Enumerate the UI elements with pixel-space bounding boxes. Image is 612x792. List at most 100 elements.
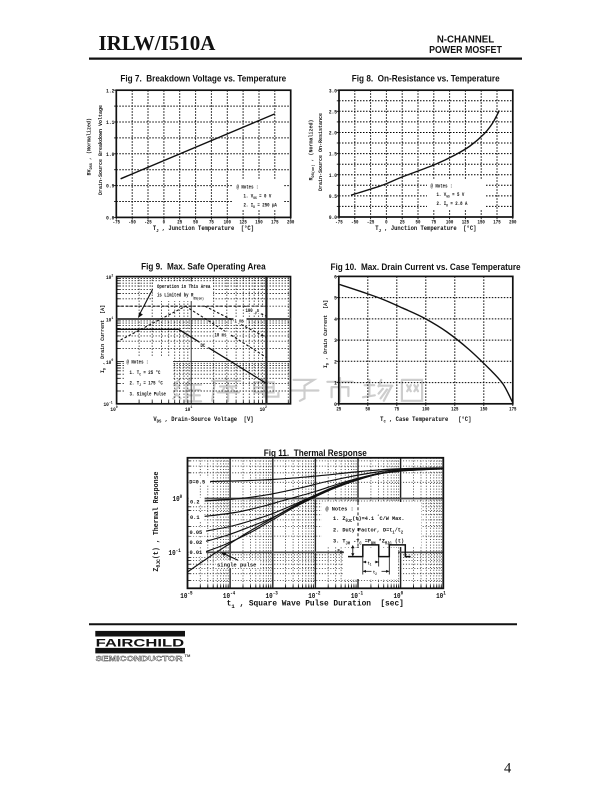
svg-text:Fig 9. Max. Safe Operating Ar: Fig 9. Max. Safe Operating Area bbox=[141, 261, 266, 272]
svg-text:75: 75 bbox=[209, 219, 214, 226]
svg-text:ZθJC(t) , Thermal Response: ZθJC(t) , Thermal Response bbox=[153, 471, 162, 571]
svg-text:0: 0 bbox=[385, 219, 388, 226]
svg-text:125: 125 bbox=[239, 219, 247, 226]
svg-text:0: 0 bbox=[334, 402, 337, 409]
svg-text:200: 200 bbox=[287, 219, 295, 226]
svg-text:100: 100 bbox=[393, 590, 403, 600]
svg-text:@ Notes :: @ Notes : bbox=[237, 184, 259, 191]
svg-text:175: 175 bbox=[271, 219, 279, 226]
svg-text:Fig 8. On-Resistance vs. Temp: Fig 8. On-Resistance vs. Temperature bbox=[352, 73, 500, 84]
svg-text:1.0: 1.0 bbox=[106, 152, 114, 159]
svg-text:Tc , Case Temperature [°C]: Tc , Case Temperature [°C] bbox=[380, 416, 471, 425]
svg-text:50: 50 bbox=[365, 406, 370, 413]
svg-text:@ Notes :: @ Notes : bbox=[326, 505, 354, 512]
svg-text:0.8: 0.8 bbox=[106, 215, 114, 222]
svg-text:10 ms: 10 ms bbox=[215, 332, 227, 339]
svg-text:0.01: 0.01 bbox=[190, 549, 203, 556]
svg-text:IRLW/I510A: IRLW/I510A bbox=[99, 31, 217, 55]
svg-text:0: 0 bbox=[163, 219, 166, 226]
svg-text:Drain-Source On-Resistance: Drain-Source On-Resistance bbox=[318, 113, 324, 191]
svg-text:100: 100 bbox=[106, 359, 113, 366]
svg-text:0.05: 0.05 bbox=[190, 529, 203, 536]
svg-text:100: 100 bbox=[224, 219, 232, 226]
svg-text:6: 6 bbox=[334, 274, 337, 281]
svg-text:TJ , Junction Temperature [°C: TJ , Junction Temperature [°C] bbox=[375, 225, 476, 234]
svg-text:is Limited by R: is Limited by R bbox=[157, 292, 194, 299]
svg-text:FAIRCHILD: FAIRCHILD bbox=[96, 637, 185, 649]
svg-text:-50: -50 bbox=[128, 219, 136, 226]
svg-text:POWER MOSFET: POWER MOSFET bbox=[429, 45, 502, 57]
svg-text:75: 75 bbox=[394, 406, 399, 413]
svg-text:0.0: 0.0 bbox=[329, 215, 337, 222]
svg-text:102: 102 bbox=[260, 406, 267, 413]
svg-text:0.5: 0.5 bbox=[329, 194, 337, 201]
svg-text:PDM: PDM bbox=[338, 550, 344, 555]
svg-text:DC: DC bbox=[201, 342, 206, 349]
svg-text:Fig 7. Breakdown Voltage vs.: Fig 7. Breakdown Voltage vs. Temperature bbox=[120, 73, 286, 84]
svg-text:SEMICONDUCTOR: SEMICONDUCTOR bbox=[96, 654, 184, 663]
svg-text:t1 , Square Wave Pulse Duratio: t1 , Square Wave Pulse Duration [sec] bbox=[227, 600, 404, 610]
svg-text:t1: t1 bbox=[368, 562, 372, 567]
svg-text:0.1: 0.1 bbox=[190, 514, 200, 521]
svg-text:75: 75 bbox=[431, 219, 436, 226]
svg-text:2.5: 2.5 bbox=[329, 109, 337, 116]
svg-text:10-2: 10-2 bbox=[308, 590, 320, 600]
svg-text:25: 25 bbox=[400, 219, 405, 226]
svg-text:10-3: 10-3 bbox=[266, 590, 278, 600]
svg-text:200: 200 bbox=[509, 219, 517, 226]
svg-text:1. VGS = 0 V: 1. VGS = 0 V bbox=[244, 193, 272, 201]
svg-text:5: 5 bbox=[334, 295, 337, 302]
svg-text:1 ms: 1 ms bbox=[235, 318, 245, 325]
svg-text:2. ID = 250 µA: 2. ID = 250 µA bbox=[244, 202, 278, 210]
svg-text:N-CHANNEL: N-CHANNEL bbox=[437, 34, 494, 45]
svg-text:50: 50 bbox=[193, 219, 198, 226]
svg-text:100: 100 bbox=[173, 493, 183, 503]
svg-text:2. ID = 2.8 A: 2. ID = 2.8 A bbox=[437, 200, 468, 208]
svg-text:10-1: 10-1 bbox=[104, 401, 114, 408]
svg-text:50: 50 bbox=[416, 219, 421, 226]
svg-text:-25: -25 bbox=[367, 219, 375, 226]
svg-text:101: 101 bbox=[185, 406, 193, 413]
svg-text:1. TC = 25 °C: 1. TC = 25 °C bbox=[130, 370, 161, 378]
svg-text:ID , Drain Current [A]: ID , Drain Current [A] bbox=[100, 305, 107, 373]
svg-text:2. Duty Factor, D=t1/t2: 2. Duty Factor, D=t1/t2 bbox=[333, 526, 404, 535]
svg-text:@ Notes :: @ Notes : bbox=[431, 183, 453, 190]
svg-text:1.5: 1.5 bbox=[329, 151, 337, 158]
svg-text:101: 101 bbox=[106, 317, 114, 324]
svg-text:10-1: 10-1 bbox=[169, 547, 181, 557]
svg-text:100 µs: 100 µs bbox=[246, 307, 260, 314]
svg-text:0.9: 0.9 bbox=[106, 183, 114, 190]
svg-text:0.2: 0.2 bbox=[190, 498, 200, 505]
svg-text:BVDSS , (Normalized): BVDSS , (Normalized) bbox=[87, 118, 94, 176]
svg-text:1. VGS = 5 V: 1. VGS = 5 V bbox=[437, 191, 465, 199]
svg-text:TJ , Junction Temperature [°C: TJ , Junction Temperature [°C] bbox=[153, 225, 254, 234]
svg-text:2. TJ = 175 °C: 2. TJ = 175 °C bbox=[130, 380, 164, 388]
svg-text:-25: -25 bbox=[144, 219, 152, 226]
svg-text:102: 102 bbox=[106, 274, 113, 281]
svg-text:DS(on): DS(on) bbox=[194, 296, 204, 300]
svg-text:ID , Drain Current [A]: ID , Drain Current [A] bbox=[323, 300, 330, 368]
svg-text:VDS , Drain-Source Voltage [V: VDS , Drain-Source Voltage [V] bbox=[153, 416, 253, 425]
svg-text:25: 25 bbox=[177, 219, 182, 226]
svg-text:2.0: 2.0 bbox=[329, 130, 337, 137]
svg-text:101: 101 bbox=[436, 590, 446, 600]
svg-text:125: 125 bbox=[451, 406, 459, 413]
svg-text:t2: t2 bbox=[373, 571, 377, 576]
svg-text:2: 2 bbox=[334, 359, 337, 366]
svg-text:1.0: 1.0 bbox=[329, 172, 337, 179]
svg-text:4: 4 bbox=[334, 317, 337, 324]
svg-text:Fig 11. Thermal Response: Fig 11. Thermal Response bbox=[264, 447, 367, 458]
svg-text:175: 175 bbox=[509, 406, 517, 413]
svg-text:25: 25 bbox=[336, 406, 341, 413]
svg-text:RDS(on) , (Normalized): RDS(on) , (Normalized) bbox=[309, 119, 316, 180]
svg-text:Operation in This Area: Operation in This Area bbox=[157, 284, 211, 291]
svg-text:150: 150 bbox=[478, 219, 486, 226]
svg-text:100: 100 bbox=[422, 406, 430, 413]
svg-text:single pulse: single pulse bbox=[217, 562, 257, 569]
svg-text:150: 150 bbox=[255, 219, 263, 226]
svg-text:3. Single Pulse: 3. Single Pulse bbox=[130, 391, 167, 398]
svg-text:-75: -75 bbox=[113, 219, 121, 226]
svg-text:D=0.5: D=0.5 bbox=[189, 478, 205, 485]
svg-text:1. ZθJC(t)=4.1 °C/W Max.: 1. ZθJC(t)=4.1 °C/W Max. bbox=[333, 514, 404, 524]
svg-text:TM: TM bbox=[185, 653, 191, 658]
